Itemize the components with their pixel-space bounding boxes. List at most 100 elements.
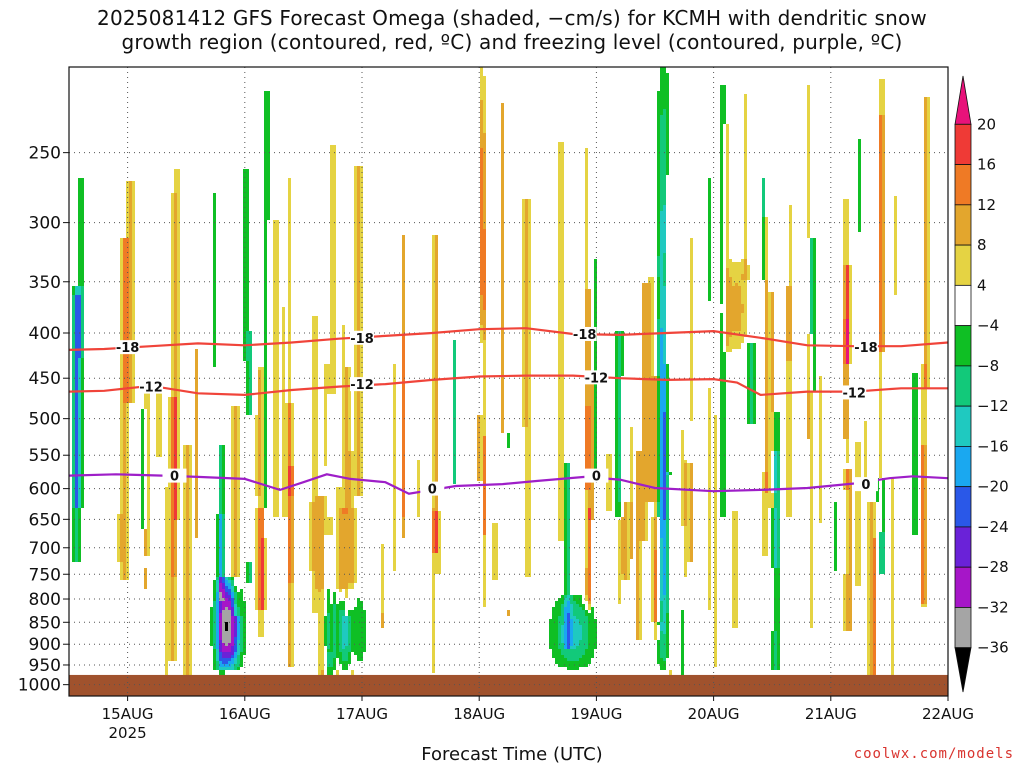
omega-cell [171, 553, 174, 556]
omega-cell [183, 556, 186, 559]
omega-cell [120, 370, 123, 373]
omega-cell [174, 283, 177, 286]
omega-cell [342, 358, 345, 361]
omega-cell [330, 286, 333, 289]
omega-cell [237, 421, 240, 424]
omega-cell [291, 508, 294, 511]
omega-cell [174, 268, 177, 271]
omega-cell [240, 616, 243, 619]
omega-cell [228, 634, 231, 637]
omega-cell [312, 541, 315, 544]
omega-cell [168, 457, 171, 460]
omega-cell [249, 394, 252, 397]
omega-cell [141, 454, 144, 457]
omega-cell [312, 559, 315, 562]
omega-cell [78, 259, 81, 262]
omega-cell [321, 613, 324, 616]
omega-cell [264, 190, 267, 193]
omega-cell [129, 391, 132, 394]
omega-cell [222, 661, 225, 664]
omega-cell [342, 637, 345, 640]
omega-cell [288, 247, 291, 250]
omega-cell [255, 484, 258, 487]
omega-cell [129, 295, 132, 298]
omega-cell [330, 295, 333, 298]
omega-cell [288, 202, 291, 205]
omega-cell [339, 607, 342, 610]
omega-cell [78, 505, 81, 508]
omega-cell [234, 604, 237, 607]
omega-cell [168, 595, 171, 598]
omega-cell [81, 439, 84, 442]
omega-cell [78, 466, 81, 469]
omega-cell [213, 205, 216, 208]
omega-cell [195, 514, 198, 517]
omega-cell [285, 424, 288, 427]
omega-cell [219, 499, 222, 502]
omega-cell [222, 643, 225, 646]
omega-cell [78, 376, 81, 379]
omega-cell [330, 268, 333, 271]
omega-cell [213, 589, 216, 592]
omega-cell [336, 556, 339, 559]
omega-cell [132, 262, 135, 265]
omega-cell [171, 619, 174, 622]
omega-cell [75, 319, 78, 322]
omega-cell [333, 352, 336, 355]
omega-cell [324, 505, 327, 508]
omega-cell [183, 583, 186, 586]
omega-cell [123, 412, 126, 415]
omega-cell [345, 559, 348, 562]
omega-cell [237, 490, 240, 493]
omega-cell [174, 247, 177, 250]
omega-cell [282, 394, 285, 397]
omega-cell [123, 517, 126, 520]
omega-cell [222, 607, 225, 610]
omega-cell [291, 520, 294, 523]
omega-cell [291, 547, 294, 550]
omega-cell [159, 424, 162, 427]
omega-cell [177, 430, 180, 433]
omega-cell [123, 556, 126, 559]
omega-cell [147, 439, 150, 442]
omega-cell [276, 451, 279, 454]
omega-cell [216, 568, 219, 571]
omega-cell [219, 505, 222, 508]
omega-cell [342, 514, 345, 517]
omega-cell [171, 526, 174, 529]
omega-cell [339, 511, 342, 514]
omega-cell [288, 199, 291, 202]
omega-cell [312, 601, 315, 604]
omega-cell [288, 208, 291, 211]
omega-cell [81, 265, 84, 268]
omega-cell [282, 460, 285, 463]
omega-cell [165, 595, 168, 598]
omega-cell [333, 283, 336, 286]
omega-cell [72, 379, 75, 382]
omega-cell [117, 544, 120, 547]
omega-cell [267, 169, 270, 172]
omega-cell [258, 502, 261, 505]
omega-cell [318, 508, 321, 511]
omega-cell [195, 532, 198, 535]
omega-cell [327, 646, 330, 649]
omega-cell [213, 331, 216, 334]
omega-cell [276, 232, 279, 235]
omega-cell [120, 421, 123, 424]
omega-cell [330, 250, 333, 253]
omega-cell [75, 289, 78, 292]
omega-cell [258, 445, 261, 448]
omega-cell [315, 415, 318, 418]
omega-cell [174, 562, 177, 565]
omega-cell [336, 571, 339, 574]
omega-cell [333, 271, 336, 274]
omega-cell [174, 565, 177, 568]
omega-cell [81, 352, 84, 355]
omega-cell [123, 313, 126, 316]
omega-cell [126, 289, 129, 292]
omega-cell [132, 307, 135, 310]
omega-cell [288, 331, 291, 334]
omega-cell [231, 559, 234, 562]
omega-cell [261, 520, 264, 523]
omega-cell [291, 619, 294, 622]
